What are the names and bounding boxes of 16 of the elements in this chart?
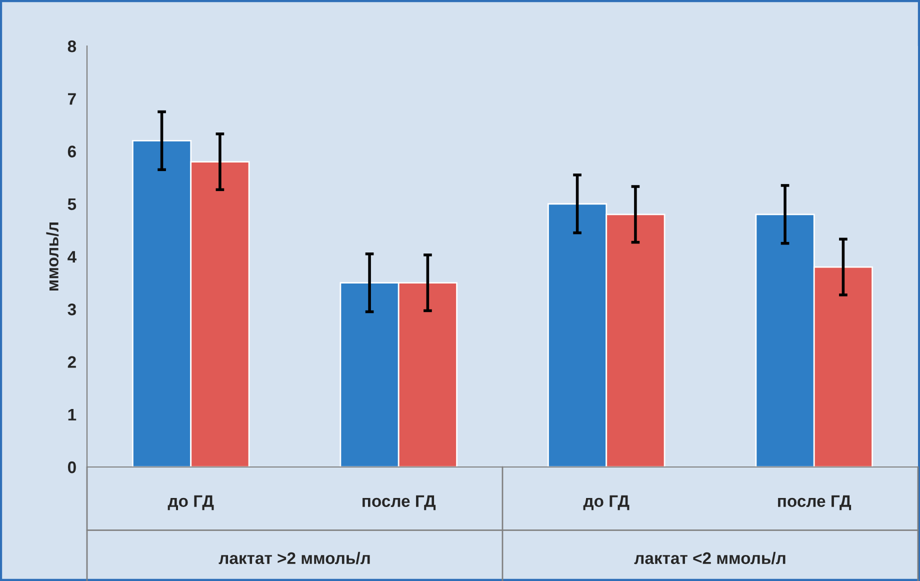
text: лактат >2 ммоль/л [218, 552, 370, 564]
text: лактат <2 ммоль/л [634, 552, 786, 564]
y-tick-label: 4 [68, 251, 76, 263]
x-tick-label: после ГД [778, 495, 852, 510]
y-tick-label: 6 [68, 146, 76, 158]
y-tick-label: 8 [68, 40, 76, 52]
x-tick-label: после ГД [362, 495, 436, 510]
y-tick-label: 5 [68, 198, 76, 210]
y-tick-label: 2 [68, 356, 76, 368]
y-tick-label: 1 [68, 408, 76, 420]
x-tick-label: до ГД [583, 495, 630, 510]
y-tick-label: 3 [68, 304, 76, 316]
x-tick-label: до ГД [168, 495, 214, 510]
y-axis-title: ммоль/л [46, 222, 59, 290]
y-tick-label: 7 [68, 93, 76, 105]
y-tick-label: 0 [68, 461, 76, 474]
